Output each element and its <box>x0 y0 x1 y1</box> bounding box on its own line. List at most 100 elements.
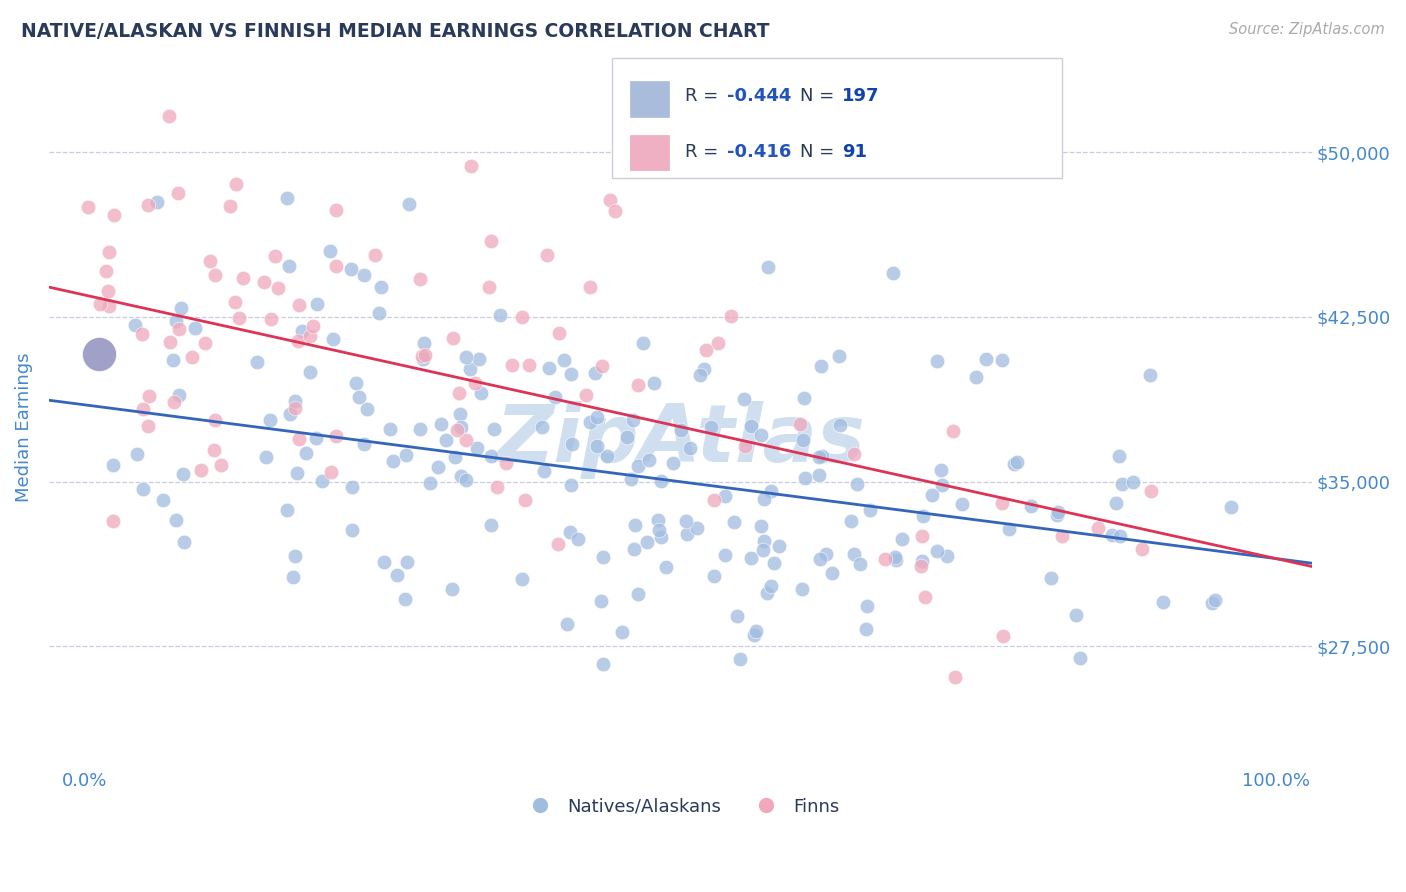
Point <box>531 420 554 434</box>
Point <box>131 326 153 341</box>
Point <box>567 533 589 547</box>
Point <box>647 513 669 527</box>
Point <box>510 573 533 587</box>
Point <box>1105 496 1128 510</box>
Point <box>356 402 378 417</box>
Point <box>921 488 943 502</box>
Point <box>209 458 232 472</box>
Text: Source: ZipAtlas.com: Source: ZipAtlas.com <box>1229 22 1385 37</box>
Point <box>561 437 583 451</box>
Point <box>662 456 685 470</box>
Point <box>87 347 110 361</box>
Point <box>163 394 186 409</box>
Point <box>578 415 600 429</box>
Point <box>591 359 613 373</box>
Point <box>204 268 226 283</box>
Point <box>181 350 204 364</box>
Point <box>714 548 737 562</box>
Point <box>627 458 650 473</box>
Point <box>728 652 751 666</box>
Point <box>385 568 408 582</box>
Point <box>648 523 671 537</box>
Point <box>585 439 607 453</box>
Point <box>378 422 401 436</box>
Point <box>927 543 949 558</box>
Point <box>302 318 325 333</box>
Point <box>253 275 276 289</box>
Point <box>839 514 862 528</box>
Point <box>364 248 387 262</box>
Point <box>398 196 420 211</box>
Point <box>935 549 957 564</box>
Point <box>727 609 749 624</box>
Point <box>714 489 737 503</box>
Point <box>370 279 392 293</box>
Point <box>319 465 342 479</box>
Point <box>914 591 936 605</box>
Point <box>225 177 247 191</box>
Point <box>997 522 1019 536</box>
Point <box>808 551 831 566</box>
Point <box>288 433 311 447</box>
Point <box>1050 529 1073 543</box>
Point <box>553 352 575 367</box>
Point <box>340 523 363 537</box>
Point <box>931 478 953 492</box>
Point <box>169 322 191 336</box>
Point <box>548 326 571 341</box>
Point <box>756 260 779 274</box>
Point <box>287 334 309 348</box>
Text: 197: 197 <box>842 87 880 105</box>
Point <box>1140 484 1163 499</box>
Point <box>927 354 949 368</box>
Point <box>152 492 174 507</box>
Point <box>172 467 194 481</box>
Point <box>460 362 482 376</box>
Point <box>101 458 124 472</box>
Point <box>623 542 645 557</box>
Point <box>259 413 281 427</box>
Point <box>443 450 465 464</box>
Point <box>322 332 344 346</box>
Point <box>411 350 433 364</box>
Text: -0.444: -0.444 <box>727 87 792 105</box>
Legend: Natives/Alaskans, Finns: Natives/Alaskans, Finns <box>515 790 846 823</box>
Y-axis label: Median Earnings: Median Earnings <box>15 352 32 501</box>
Point <box>430 417 453 432</box>
Point <box>592 657 614 671</box>
Point <box>842 448 865 462</box>
Point <box>733 392 755 406</box>
Point <box>94 264 117 278</box>
Text: R =: R = <box>685 87 724 105</box>
Point <box>943 670 966 684</box>
Point <box>165 513 187 527</box>
Point <box>828 350 851 364</box>
Point <box>190 462 212 476</box>
Point <box>558 525 581 540</box>
Point <box>1152 595 1174 609</box>
Point <box>284 401 307 415</box>
Point <box>693 362 716 376</box>
Point <box>583 367 606 381</box>
Point <box>277 259 299 273</box>
Point <box>560 478 582 492</box>
Point <box>752 533 775 548</box>
Point <box>620 472 643 486</box>
Point <box>125 447 148 461</box>
Point <box>740 419 762 434</box>
Point <box>627 587 650 601</box>
Point <box>146 195 169 210</box>
Point <box>501 358 523 372</box>
Text: NATIVE/ALASKAN VS FINNISH MEDIAN EARNINGS CORRELATION CHART: NATIVE/ALASKAN VS FINNISH MEDIAN EARNING… <box>21 22 769 41</box>
Point <box>740 550 762 565</box>
Point <box>291 324 314 338</box>
Point <box>631 335 654 350</box>
Point <box>103 514 125 528</box>
Point <box>305 297 328 311</box>
Point <box>281 569 304 583</box>
Point <box>752 491 775 506</box>
Point <box>131 401 153 416</box>
Point <box>162 352 184 367</box>
Point <box>679 441 702 455</box>
Point <box>266 281 288 295</box>
